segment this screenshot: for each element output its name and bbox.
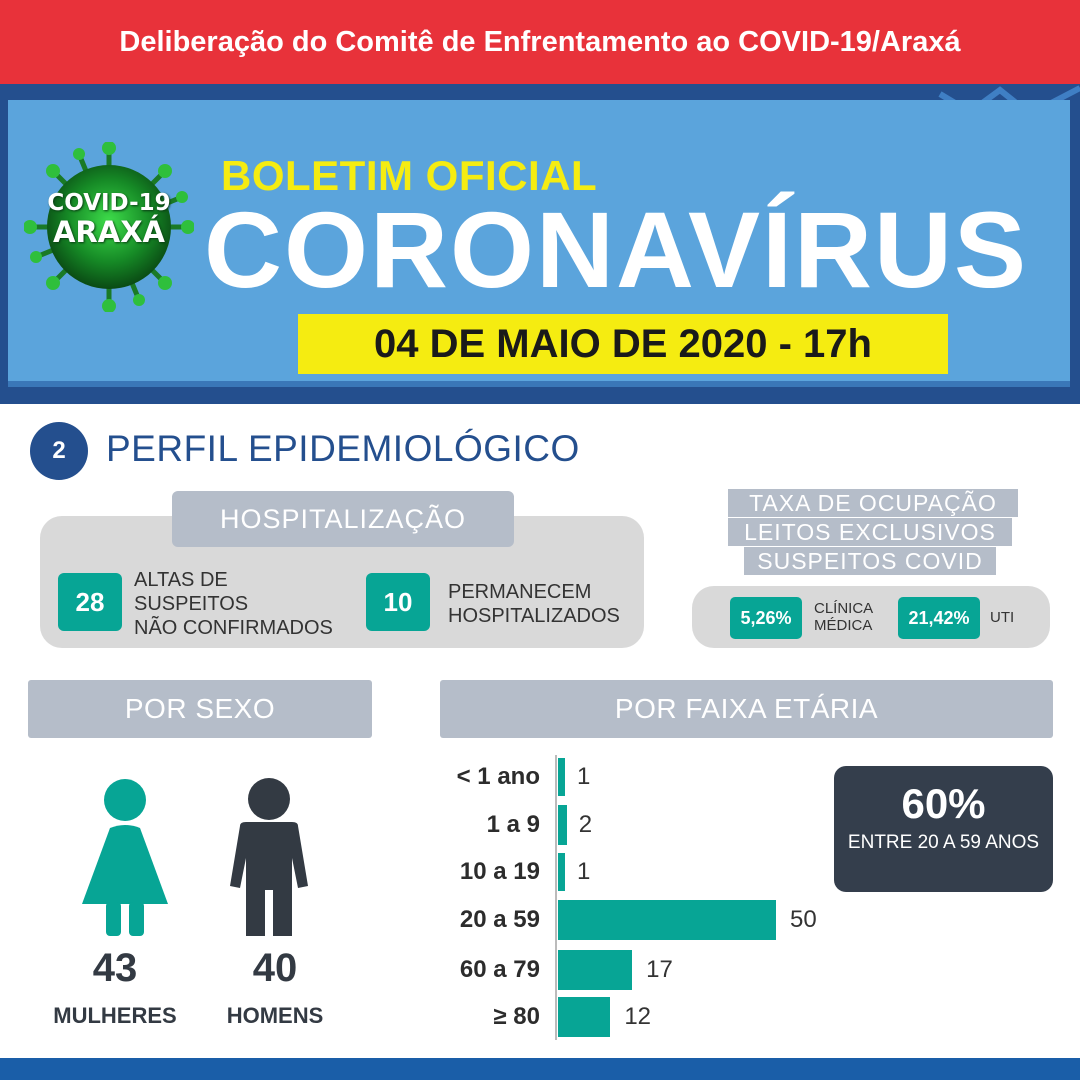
female-count: 43 (92, 946, 138, 990)
female-icon (82, 779, 168, 936)
occupancy-heading-line: SUSPEITOS COVID (744, 547, 996, 575)
date-text: 04 DE MAIO DE 2020 - 17h (374, 321, 872, 366)
badge-line2: ARAXÁ (52, 215, 166, 250)
discharged-label-line: NÃO CONFIRMADOS (134, 617, 333, 639)
clinic-occupancy-label: CLÍNICA MÉDICA (814, 600, 873, 635)
age-bar (558, 758, 565, 796)
hospitalized-label: PERMANECEM HOSPITALIZADOS (448, 580, 620, 628)
icu-occupancy-value: 21,42% (898, 597, 980, 639)
virus-icon (24, 142, 194, 312)
section-title: PERFIL EPIDEMIOLÓGICO (106, 428, 580, 469)
banner-text: Deliberação do Comitê de Enfrentamento a… (119, 25, 961, 58)
age-value-label: 12 (624, 1003, 652, 1030)
discharged-label-line: SUSPEITOS (134, 593, 249, 615)
age-category-label: 10 a 19 (459, 858, 540, 885)
age-value-label: 17 (646, 956, 673, 983)
age-highlight-card: 60% ENTRE 20 A 59 ANOS (834, 766, 1053, 892)
by-age-heading: POR FAIXA ETÁRIA (440, 680, 1053, 738)
age-category-label: 60 a 79 (459, 956, 540, 983)
badge-label: COVID-19 ARAXÁ (24, 190, 194, 250)
female-label: MULHERES (53, 1003, 177, 1028)
male-label: HOMENS (226, 1003, 324, 1028)
clinic-label-line: CLÍNICA (814, 600, 874, 617)
bottom-bar (0, 1058, 1080, 1080)
clinic-occupancy-value: 5,26% (730, 597, 802, 639)
top-banner: Deliberação do Comitê de Enfrentamento a… (0, 0, 1080, 84)
age-category-label: 1 a 9 (486, 811, 540, 838)
header-panel: COVID-19 ARAXÁ BOLETIM OFICIAL CORONAVÍR… (8, 100, 1070, 387)
hospitalized-count: 10 (366, 573, 430, 631)
age-bar (558, 950, 633, 990)
header: COVID-19 ARAXÁ BOLETIM OFICIAL CORONAVÍR… (0, 84, 1080, 404)
discharged-count: 28 (58, 573, 122, 631)
date-box: 04 DE MAIO DE 2020 - 17h (298, 314, 948, 374)
age-bar (558, 900, 776, 940)
male-count: 40 (252, 946, 298, 990)
subtitle: BOLETIM OFICIAL (221, 152, 598, 199)
occupancy-heading-line: LEITOS EXCLUSIVOS (728, 518, 1012, 546)
age-bar (558, 997, 611, 1037)
age-bar (558, 853, 565, 891)
section-number: 2 (30, 422, 88, 480)
occupancy-heading-line: TAXA DE OCUPAÇÃO (728, 489, 1018, 517)
age-axis (555, 755, 557, 1040)
badge-line1: COVID-19 (47, 190, 171, 216)
age-value-label: 1 (577, 858, 591, 885)
hospitalized-label-line: HOSPITALIZADOS (448, 605, 620, 627)
age-highlight-text: ENTRE 20 A 59 ANOS (847, 832, 1040, 853)
age-category-label: < 1 ano (456, 763, 540, 790)
discharged-label-line: ALTAS DE (134, 569, 228, 591)
male-icon (230, 778, 308, 936)
age-value-label: 2 (578, 811, 593, 838)
hospitalized-label-line: PERMANECEM (448, 581, 592, 603)
clinic-label-line: MÉDICA (814, 617, 873, 635)
age-category-label: 20 a 59 (459, 906, 540, 933)
page-title: CORONAVÍRUS (204, 189, 1029, 310)
by-sex-heading: POR SEXO (28, 680, 372, 738)
age-value-label: 1 (577, 763, 591, 790)
age-highlight-value: 60% (901, 780, 986, 827)
age-category-label: ≥ 80 (493, 1003, 540, 1030)
hospitalization-heading: HOSPITALIZAÇÃO (172, 491, 514, 547)
icu-occupancy-label: UTI (990, 609, 1015, 626)
age-bar (558, 805, 567, 845)
discharged-label: ALTAS DE SUSPEITOS NÃO CONFIRMADOS (134, 568, 333, 640)
age-value-label: 50 (790, 906, 817, 933)
